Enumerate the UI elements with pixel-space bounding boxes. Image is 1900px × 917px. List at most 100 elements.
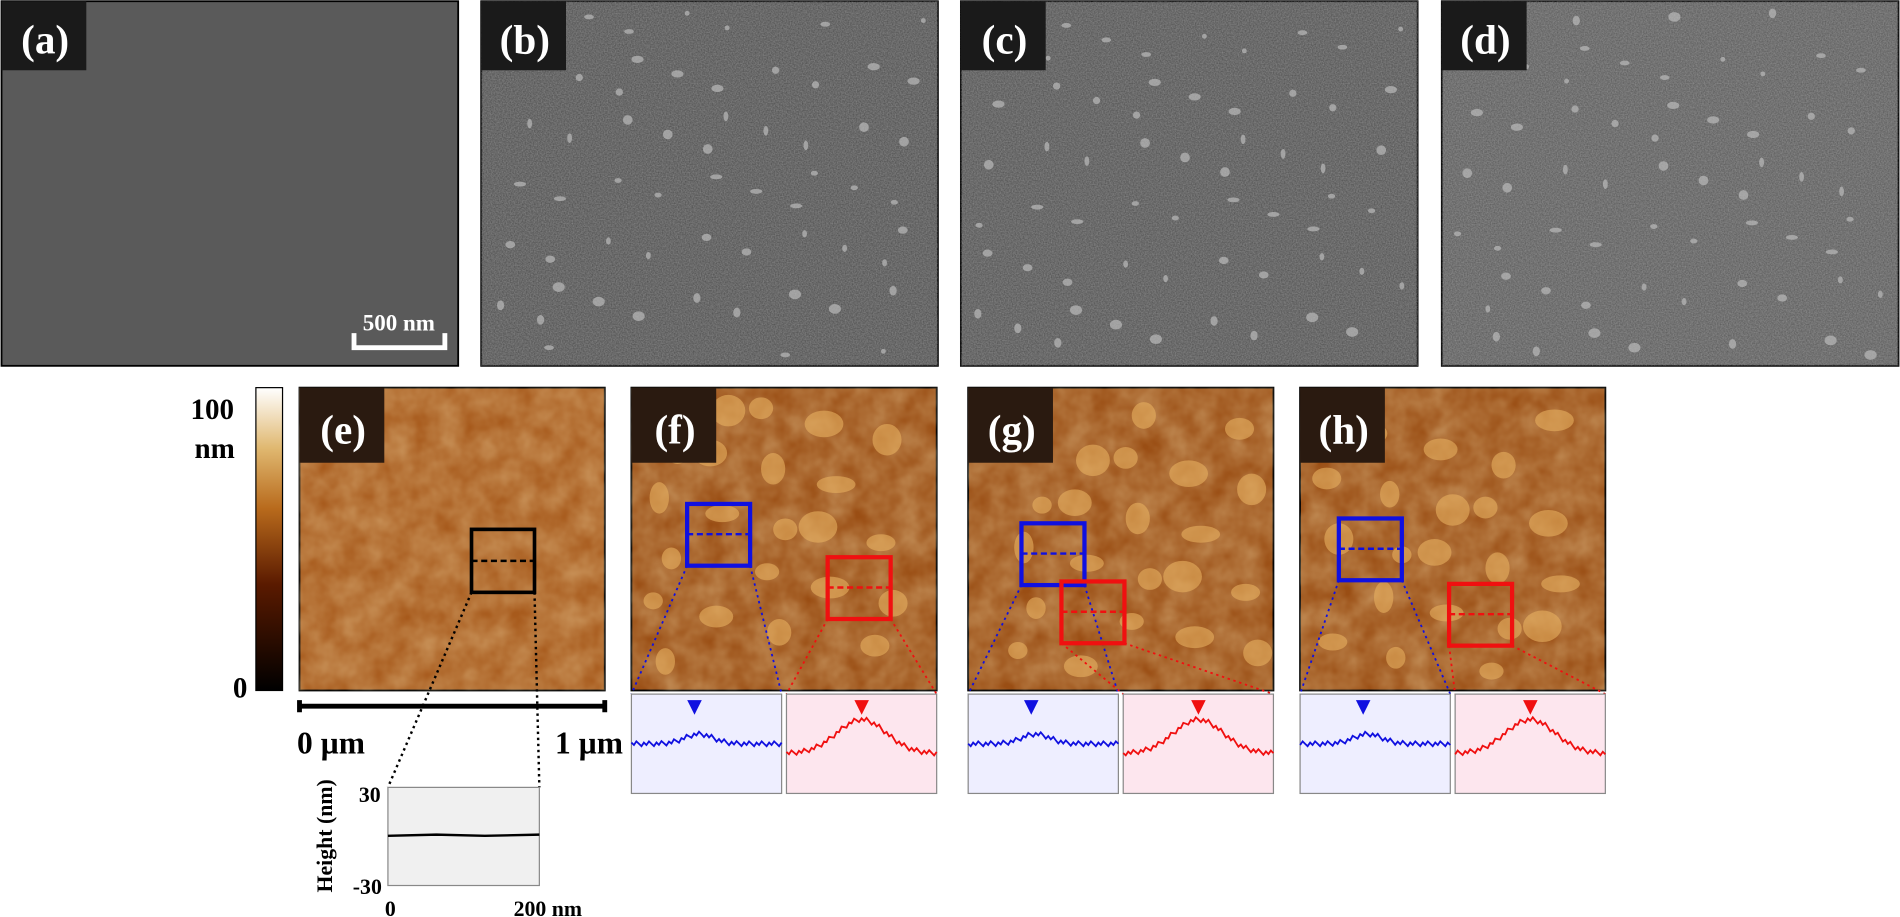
label-box	[481, 1, 566, 71]
sem-particle	[1289, 89, 1297, 97]
sem-particle	[622, 115, 633, 125]
zoom-lines	[630, 565, 783, 695]
sem-particle	[1149, 334, 1162, 345]
sem-particle	[1306, 312, 1319, 323]
zoom-lines	[1299, 579, 1452, 695]
sem-particle	[974, 308, 982, 319]
sem-particle	[802, 230, 808, 238]
peak-marker	[1191, 700, 1206, 715]
sem-particle	[1581, 301, 1591, 309]
sem-particle	[1171, 215, 1179, 221]
sem-particle	[859, 122, 869, 133]
sem-particle	[1611, 119, 1619, 128]
profile-line	[1122, 715, 1275, 757]
sem-particle	[1201, 33, 1207, 39]
afm-grain	[1169, 460, 1209, 487]
sem-particle	[1084, 156, 1090, 166]
sem-particle	[1579, 46, 1590, 51]
sem-particle	[899, 136, 909, 147]
sem-particle	[1462, 168, 1473, 179]
sem-particle	[992, 100, 1005, 108]
sem-particle	[724, 25, 730, 31]
afm-grain	[804, 410, 844, 438]
afm-grain	[872, 423, 902, 456]
afm-grain	[1541, 575, 1580, 593]
panel-label: (c)	[982, 16, 1028, 63]
sem-particle	[1399, 282, 1405, 290]
profile-line	[785, 716, 938, 757]
label-box	[1300, 387, 1385, 463]
zoom-lines	[1060, 642, 1274, 695]
afm-grain	[860, 634, 890, 657]
sem-particle	[527, 118, 533, 129]
sem-particle	[889, 285, 897, 296]
sem-particle	[1398, 26, 1404, 32]
sem-particle	[645, 251, 651, 260]
sem-particle	[1698, 175, 1709, 186]
sem-particle	[788, 289, 802, 300]
profile-x-min: 0	[385, 897, 396, 917]
sem-particle	[1572, 15, 1580, 26]
colorbar-max: 100	[190, 394, 234, 426]
afm-grain	[655, 648, 676, 675]
sem-particle	[1031, 204, 1044, 210]
sem-particle	[1470, 109, 1483, 117]
sem-particle	[1132, 111, 1141, 119]
sem-particle	[1807, 112, 1815, 120]
label-box	[299, 387, 385, 463]
sem-particle	[671, 70, 684, 78]
sem-particle	[880, 348, 886, 354]
afm-grain	[1032, 496, 1052, 514]
peak-marker	[1023, 700, 1039, 715]
sem-particle	[1768, 8, 1777, 19]
sem-particle	[1864, 350, 1877, 360]
sem-particle	[545, 255, 556, 263]
profile-line	[387, 833, 540, 838]
peak-marker	[854, 700, 869, 715]
sem-particle	[1367, 208, 1376, 214]
sem-particle	[632, 311, 645, 322]
sem-particle	[1825, 249, 1838, 255]
sem-particle	[1140, 138, 1150, 148]
sem-particle	[1376, 145, 1387, 156]
afm-grain	[1529, 509, 1568, 537]
sem-particle	[850, 185, 858, 191]
afm-grain	[1535, 409, 1574, 432]
sem-particle	[615, 88, 623, 96]
panel-label: (f)	[654, 406, 695, 453]
sem-particle	[693, 293, 701, 303]
sem-particle	[1280, 148, 1286, 159]
sem-particle	[1681, 297, 1687, 306]
sem-particle	[1210, 316, 1218, 326]
profile-line	[967, 730, 1120, 748]
sem-particle	[1109, 319, 1123, 330]
sem-particle	[711, 84, 724, 93]
sem-particle	[1747, 130, 1760, 139]
sem-particle	[867, 62, 880, 71]
sem-particle	[890, 199, 898, 205]
peak-marker	[1355, 700, 1371, 715]
colorbar-unit: nm	[195, 433, 235, 465]
afm-grain	[1237, 473, 1267, 506]
sem-particle	[1069, 305, 1083, 315]
afm-grain	[1491, 451, 1516, 479]
sem-particle	[1737, 279, 1748, 288]
sem-particle	[1564, 78, 1570, 84]
sem-particle	[1759, 157, 1765, 168]
afm-grain	[1429, 604, 1464, 622]
sem-particle	[1123, 260, 1129, 268]
sem-particle	[1052, 82, 1061, 90]
sem-particle	[1346, 327, 1359, 337]
sem-particle	[1650, 224, 1658, 229]
sem-particle	[1651, 134, 1659, 142]
sem-particle	[983, 159, 994, 170]
sem-particle	[1148, 78, 1161, 87]
afm-grain	[1175, 626, 1215, 649]
afm-grain	[1131, 402, 1156, 429]
afm-grain	[1137, 568, 1162, 590]
sem-particle	[1619, 60, 1630, 66]
sem-particle	[920, 18, 926, 24]
label-box	[968, 387, 1053, 463]
panel-label: (b)	[500, 16, 550, 63]
sem-particle	[631, 55, 644, 63]
